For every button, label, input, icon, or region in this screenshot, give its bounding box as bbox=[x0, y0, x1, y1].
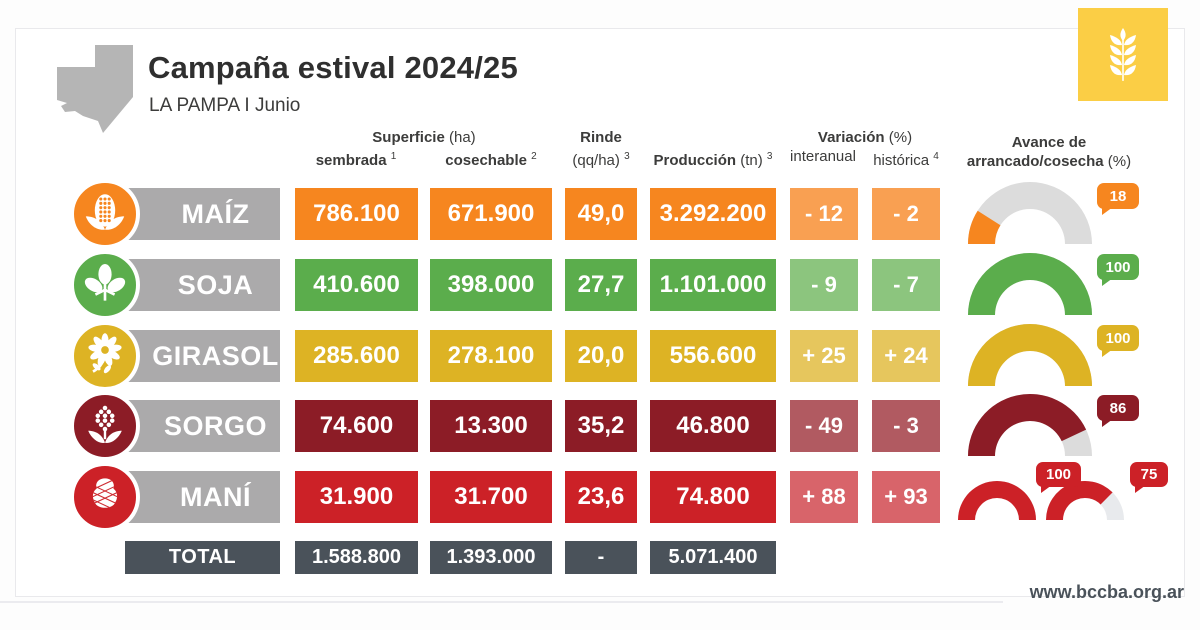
cell-produccion: 46.800 bbox=[650, 400, 776, 452]
crop-label: MAÍZ bbox=[181, 198, 250, 229]
crop-icon-circle bbox=[70, 250, 140, 320]
cell-historica: + 93 bbox=[872, 471, 940, 523]
cell-rinde: 35,2 bbox=[565, 400, 637, 452]
sunflower-icon bbox=[88, 333, 122, 374]
progress-gauge bbox=[968, 182, 1092, 244]
cell-interanual: + 25 bbox=[790, 330, 858, 382]
header-sembrada: sembrada 1 bbox=[315, 151, 397, 169]
crop-label-bar: MAÍZ bbox=[125, 188, 280, 240]
crop-icon-circle bbox=[70, 391, 140, 461]
header-variacion: Variación (%) bbox=[817, 129, 913, 146]
crop-label: GIRASOL bbox=[152, 340, 279, 371]
crop-label-bar: MANÍ bbox=[125, 471, 280, 523]
cell-produccion: 556.600 bbox=[650, 330, 776, 382]
badge-tail bbox=[1135, 485, 1146, 493]
page-title: Campaña estival 2024/25 bbox=[148, 50, 518, 85]
gauge-value: 100 bbox=[1105, 258, 1131, 276]
progress-gauge bbox=[1046, 480, 1124, 520]
gauge-value: 100 bbox=[1045, 466, 1072, 483]
crop-icon-circle bbox=[70, 321, 140, 391]
cell-cosechable: 13.300 bbox=[430, 400, 552, 452]
cell-sembrada: 31.900 bbox=[295, 471, 418, 523]
cell-produccion: 1.101.000 bbox=[650, 259, 776, 311]
cell-historica: - 7 bbox=[872, 259, 940, 311]
gauge-value-badge: 100 bbox=[1097, 325, 1139, 357]
header-cosechable: cosechable 2 bbox=[445, 151, 537, 169]
cell-sembrada: 285.600 bbox=[295, 330, 418, 382]
cell-interanual: - 9 bbox=[790, 259, 858, 311]
footer-url: www.bccba.org.ar bbox=[1029, 582, 1184, 602]
page-subtitle: LA PAMPA I Junio bbox=[149, 95, 301, 116]
cell-rinde: 27,7 bbox=[565, 259, 637, 311]
badge-tail bbox=[1102, 419, 1113, 427]
header-rinde: Rinde (qq/ha) 3 bbox=[572, 129, 630, 169]
header-interanual: interanual bbox=[790, 148, 856, 165]
gauge-value-badge: 100 bbox=[1036, 462, 1081, 493]
crop-label: SOJA bbox=[177, 269, 254, 300]
crop-label-bar: GIRASOL bbox=[125, 330, 280, 382]
cell-cosechable: 671.900 bbox=[430, 188, 552, 240]
badge-tail bbox=[1102, 278, 1113, 286]
total-cell-sembrada: 1.588.800 bbox=[295, 541, 418, 574]
cell-interanual: - 49 bbox=[790, 400, 858, 452]
gauge-value-badge: 100 bbox=[1097, 254, 1139, 286]
sorghum-icon bbox=[88, 405, 122, 443]
cell-produccion: 74.800 bbox=[650, 471, 776, 523]
cell-cosechable: 31.700 bbox=[430, 471, 552, 523]
corn-icon bbox=[85, 194, 125, 230]
cell-cosechable: 398.000 bbox=[430, 259, 552, 311]
wheat-icon bbox=[1110, 27, 1136, 81]
cell-rinde: 23,6 bbox=[565, 471, 637, 523]
cell-cosechable: 278.100 bbox=[430, 330, 552, 382]
header-historica: histórica 4 bbox=[873, 151, 939, 169]
soy-icon bbox=[84, 264, 126, 301]
peanut-icon bbox=[92, 478, 118, 508]
la-pampa-map bbox=[57, 45, 133, 133]
cell-sembrada: 74.600 bbox=[295, 400, 418, 452]
crop-icon-circle bbox=[70, 462, 140, 532]
gauge-value: 86 bbox=[1109, 399, 1127, 417]
gauge-value: 18 bbox=[1109, 187, 1127, 205]
header-superficie: Superficie (ha) bbox=[372, 129, 476, 146]
cell-historica: - 3 bbox=[872, 400, 940, 452]
header-avance: Avance de arrancado/cosecha (%) bbox=[966, 134, 1132, 170]
cell-interanual: + 88 bbox=[790, 471, 858, 523]
crop-icon-circle bbox=[70, 179, 140, 249]
gauge-value: 75 bbox=[1140, 466, 1158, 483]
cell-historica: + 24 bbox=[872, 330, 940, 382]
gauge-value-badge: 86 bbox=[1097, 395, 1139, 427]
cell-rinde: 49,0 bbox=[565, 188, 637, 240]
logo-square bbox=[1078, 8, 1168, 101]
header-produccion: Producción (tn) 3 bbox=[653, 151, 773, 169]
badge-tail bbox=[1041, 485, 1052, 493]
progress-gauge bbox=[968, 253, 1092, 315]
badge-tail bbox=[1102, 349, 1113, 357]
total-label-bar: TOTAL bbox=[125, 541, 280, 574]
gauge-value: 100 bbox=[1105, 329, 1131, 347]
progress-gauge bbox=[958, 481, 1036, 520]
cell-produccion: 3.292.200 bbox=[650, 188, 776, 240]
crop-label-bar: SOJA bbox=[125, 259, 280, 311]
cell-historica: - 2 bbox=[872, 188, 940, 240]
gauge-value-badge: 18 bbox=[1097, 183, 1139, 215]
crop-label: MANÍ bbox=[180, 481, 251, 512]
progress-gauge bbox=[968, 324, 1092, 386]
progress-gauge bbox=[968, 393, 1092, 456]
total-cell-produccion: 5.071.400 bbox=[650, 541, 776, 574]
gauge-value-badge: 75 bbox=[1130, 462, 1168, 493]
crop-label: SORGO bbox=[163, 410, 267, 441]
cell-rinde: 20,0 bbox=[565, 330, 637, 382]
footer-divider bbox=[0, 601, 1003, 603]
badge-tail bbox=[1102, 207, 1113, 215]
total-cell-rinde: - bbox=[565, 541, 637, 574]
cell-sembrada: 410.600 bbox=[295, 259, 418, 311]
crop-label-bar: SORGO bbox=[125, 400, 280, 452]
total-cell-cosechable: 1.393.000 bbox=[430, 541, 552, 574]
cell-sembrada: 786.100 bbox=[295, 188, 418, 240]
cell-interanual: - 12 bbox=[790, 188, 858, 240]
